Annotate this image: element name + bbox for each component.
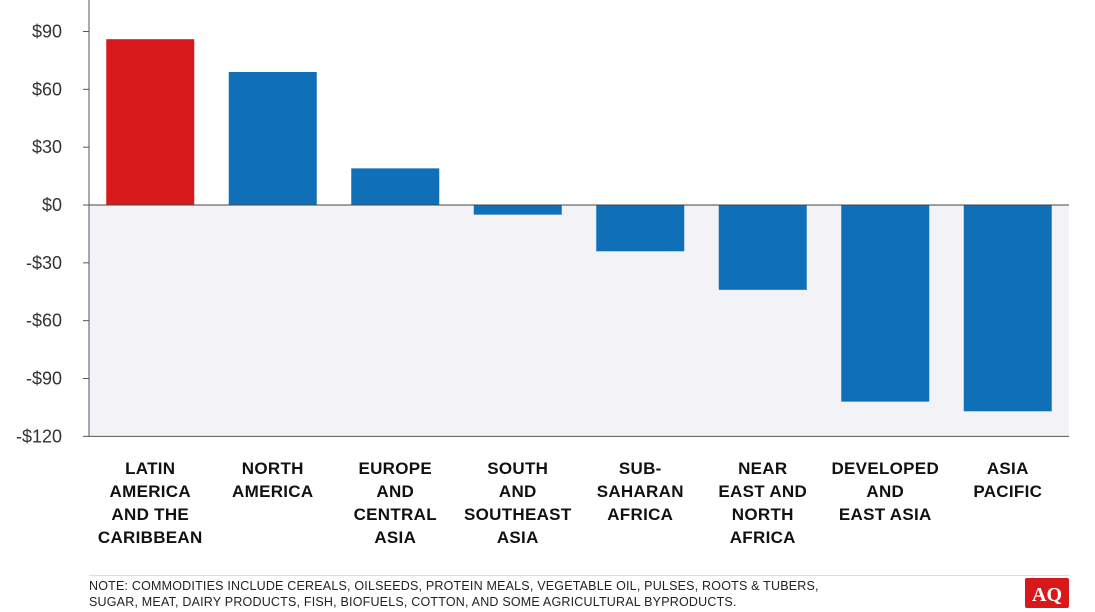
x-category-label: SUB- SAHARAN AFRICA — [597, 459, 684, 524]
x-category-label-line: ASIA — [374, 528, 416, 547]
note-line-2: SUGAR, MEAT, DAIRY PRODUCTS, FISH, BIOFU… — [89, 595, 737, 608]
x-category-label-line: NORTH — [732, 505, 794, 524]
x-category-label-line: AFRICA — [730, 528, 796, 547]
x-category-label-line: ASIA — [497, 528, 539, 547]
x-category-label: LATIN AMERICA AND THE CARIBBEAN — [98, 459, 203, 547]
y-tick-label: $60 — [32, 79, 62, 99]
x-category-label-line: AFRICA — [607, 505, 673, 524]
x-category-label-line: EAST ASIA — [839, 505, 932, 524]
y-tick-label: $0 — [42, 195, 62, 215]
x-category-label-line: DEVELOPED — [831, 459, 939, 478]
x-category-label: EUROPE AND CENTRAL ASIA — [354, 459, 437, 547]
x-category-label-line: NEAR — [738, 459, 787, 478]
bar — [963, 205, 1052, 412]
x-category-label-line: EUROPE — [358, 459, 432, 478]
bar — [718, 205, 807, 290]
x-category-label: SOUTH AND SOUTHEAST ASIA — [464, 459, 572, 547]
chart-note: NOTE: COMMODITIES INCLUDE CEREALS, OILSE… — [89, 578, 1009, 608]
y-tick-label: -$90 — [26, 369, 62, 389]
x-category-label-line: SAHARAN — [597, 482, 684, 501]
americas-quarterly-logo: AQ — [1025, 578, 1069, 608]
x-category-label-line: CENTRAL — [354, 505, 437, 524]
bar — [473, 205, 562, 215]
x-category-label: ASIA PACIFIC — [973, 459, 1042, 501]
x-category-label-line: CARIBBEAN — [98, 528, 203, 547]
x-category-label-line: AMERICA — [110, 482, 191, 501]
y-tick-label: $30 — [32, 137, 62, 157]
x-category-label-line: NORTH — [242, 459, 304, 478]
bar — [841, 205, 930, 402]
y-tick-label: -$30 — [26, 253, 62, 273]
bar — [351, 168, 440, 205]
x-category-label-line: AMERICA — [232, 482, 313, 501]
x-category-label-line: AND THE — [111, 505, 189, 524]
x-category-label-line: AND — [499, 482, 537, 501]
x-category-label: NORTH AMERICA — [232, 459, 313, 501]
y-tick-label: -$120 — [16, 426, 62, 446]
x-category-label-line: SOUTHEAST — [464, 505, 572, 524]
note-line-1: NOTE: COMMODITIES INCLUDE CEREALS, OILSE… — [89, 579, 819, 593]
x-category-label: NEAR EAST AND NORTH AFRICA — [718, 459, 807, 547]
x-category-label-line: LATIN — [125, 459, 175, 478]
footer-divider — [89, 575, 1069, 576]
y-tick-label: -$60 — [26, 311, 62, 331]
x-category-label-line: PACIFIC — [973, 482, 1042, 501]
bar — [596, 205, 685, 252]
x-category-label-line: SOUTH — [487, 459, 548, 478]
x-category-label-line: AND — [866, 482, 904, 501]
x-category-label-line: AND — [376, 482, 414, 501]
bar — [228, 71, 317, 205]
y-tick-label: $90 — [32, 22, 62, 42]
bar — [106, 39, 195, 205]
x-category-label-line: EAST AND — [718, 482, 807, 501]
x-category-label: DEVELOPED AND EAST ASIA — [831, 459, 939, 524]
x-category-label-line: ASIA — [987, 459, 1029, 478]
x-category-label-line: SUB- — [619, 459, 662, 478]
